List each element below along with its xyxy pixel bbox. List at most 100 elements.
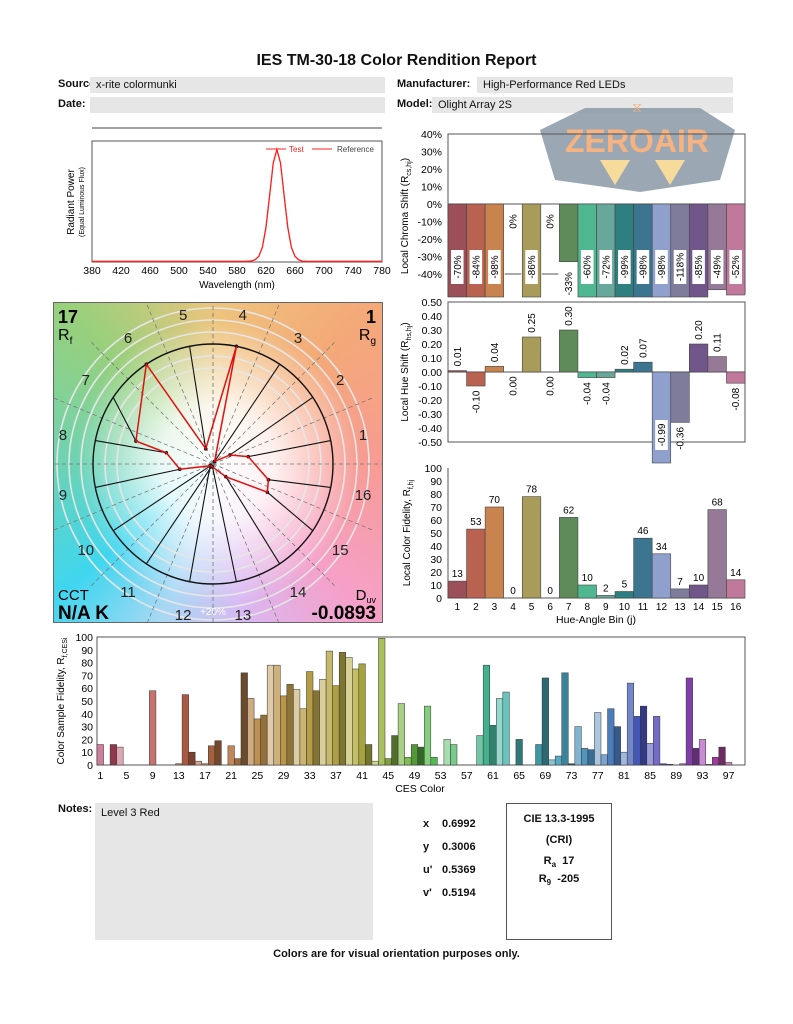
ces-x-tick: 97 [723, 770, 735, 782]
hue-bar [466, 371, 486, 387]
bin-boundary-line [212, 396, 375, 465]
hue-value-label: 0.02 [620, 345, 631, 365]
spectrum-x-tick: 620 [257, 265, 275, 277]
ces-bar [587, 749, 595, 766]
hue-y-tick: 0.00 [422, 367, 443, 379]
spectrum-test-line [92, 147, 382, 262]
bin-number-label: 5 [179, 307, 187, 324]
spectrum-y-sublabel: (Equal Luminous Flux) [79, 167, 86, 237]
chroma-value-label: -118% [676, 253, 687, 281]
ces-bar [201, 763, 209, 766]
rg-label: Rg [359, 327, 376, 347]
hue-bin-vector [112, 397, 137, 442]
ces-bar [345, 657, 353, 766]
chroma-value-label: 0% [508, 214, 519, 229]
ces-bar [443, 739, 451, 766]
ces-bar [476, 735, 484, 766]
hue-bin-vector [268, 479, 331, 488]
ces-bar [613, 726, 621, 766]
ces-bar [633, 716, 641, 766]
chroma-y-tick: 20% [421, 164, 442, 176]
color-vector-graphic: 1 2 3 4 5 6 7 8 9 10 11 12 13 14 15 16 +20% 17 Rf 1 Rg CCT N/A… [38, 289, 388, 639]
hue-y-tick: 0.10 [422, 353, 443, 365]
ces-y-tick: 60 [81, 683, 93, 695]
fidelity-x-tick: 11 [638, 602, 649, 613]
logo-lamp-icon: ⧖ [632, 99, 642, 115]
ces-x-tick: 1 [97, 770, 103, 782]
hue-bin-vector [112, 465, 211, 532]
ces-x-tick: 37 [330, 770, 342, 782]
hue-y-tick: 0.30 [422, 325, 443, 337]
ces-bar [515, 739, 523, 766]
ces-x-tick: 69 [540, 770, 552, 782]
fidelity-bar [614, 591, 634, 599]
ces-bar [600, 754, 608, 766]
rg-value: 1 [366, 307, 376, 327]
spectrum-x-tick: 700 [315, 265, 333, 277]
fidelity-x-tick: 8 [584, 602, 590, 613]
ces-bar [293, 689, 301, 766]
ces-x-tick: 41 [356, 770, 368, 782]
ces-bar [253, 718, 261, 766]
ces-y-tick: 90 [81, 645, 93, 657]
fidelity-x-tick: 9 [603, 602, 609, 613]
fidelity-y-tick: 70 [430, 502, 442, 514]
hue-bar [484, 366, 504, 373]
chroma-label-box [599, 250, 613, 284]
bin-boundary-line [51, 463, 214, 532]
fidelity-x-tick: 12 [656, 602, 668, 613]
chroma-value-label: -49% [713, 255, 724, 278]
source-label: Source: [58, 78, 99, 90]
ces-bar [679, 763, 687, 766]
ces-bar [653, 716, 661, 766]
hue-value-label: 0.07 [638, 338, 649, 358]
spectrum-x-tick: 500 [170, 265, 188, 277]
fidelity-value-label: 14 [730, 568, 742, 579]
fidelity-value-label: 46 [637, 526, 649, 537]
fidelity-bar [633, 537, 653, 599]
ces-bar [397, 703, 405, 766]
legend-reference: Reference [337, 145, 374, 154]
reference-circle [92, 343, 334, 585]
hue-bin-vector [211, 466, 237, 582]
chroma-label-box [618, 250, 631, 284]
spectrum-x-tick: 380 [83, 265, 101, 277]
chroma-bar [559, 203, 579, 263]
ces-bar [332, 685, 340, 766]
ces-bar [194, 760, 202, 766]
fidelity-y-tick: 20 [430, 567, 442, 579]
hue-value-label: 0.25 [527, 313, 538, 333]
ces-bar [116, 746, 124, 766]
ces-bar [410, 744, 418, 766]
fidelity-value-label: 78 [526, 485, 538, 496]
bin-number-label: 1 [359, 427, 367, 444]
ces-x-tick: 17 [199, 770, 211, 782]
spectrum-x-tick: 540 [199, 265, 217, 277]
ces-bar [378, 638, 386, 766]
ces-x-tick: 73 [566, 770, 578, 782]
ces-bar [646, 742, 654, 766]
ces-x-tick: 21 [225, 770, 237, 782]
fidelity-x-tick: 2 [473, 602, 479, 613]
hue-y-tick: -0.20 [418, 395, 442, 407]
ces-y-tick: 80 [81, 658, 93, 670]
logo-text: ZEROAIR [565, 123, 709, 159]
chromaticity-x: x 0.6992 [423, 818, 476, 830]
chroma-y-tick: -20% [417, 234, 442, 246]
ces-bar [581, 748, 589, 766]
bin-number-label: 4 [239, 307, 247, 324]
ces-bar [712, 757, 720, 766]
chromaticity-u: u' 0.5369 [423, 864, 476, 876]
fidelity-y-tick: 50 [430, 528, 442, 540]
ces-y-tick: 40 [81, 709, 93, 721]
chroma-y-tick: -10% [417, 217, 442, 229]
bin-number-label: 11 [120, 584, 136, 601]
ces-x-tick: 25 [252, 770, 264, 782]
chroma-label-box [692, 250, 705, 284]
fidelity-value-label: 34 [656, 542, 668, 553]
chroma-value-label: -60% [583, 255, 594, 278]
hue-label-box [655, 420, 668, 450]
fidelity-value-label: 13 [452, 569, 464, 580]
chroma-label-box [673, 250, 687, 284]
